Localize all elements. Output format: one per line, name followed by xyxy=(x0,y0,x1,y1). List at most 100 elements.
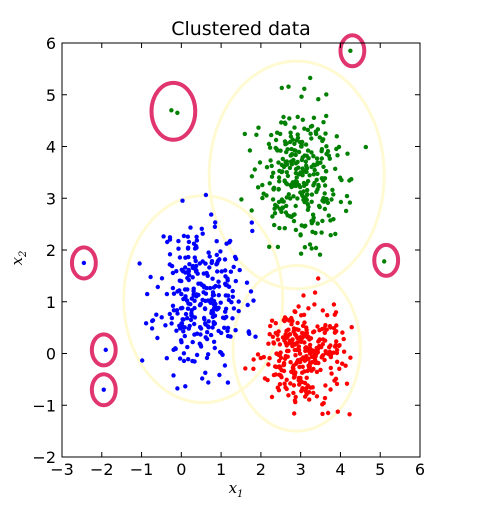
scatter-point-series-3 xyxy=(343,208,349,214)
y-tick-label: 2 xyxy=(46,241,56,260)
scatter-point-series-3 xyxy=(305,127,311,133)
scatter-point-series-3 xyxy=(301,168,307,174)
x-tick-label: 0 xyxy=(176,460,186,479)
scatter-point-series-2 xyxy=(310,348,315,353)
scatter-point-series-3 xyxy=(279,162,285,168)
outlier-highlight-circle xyxy=(338,33,367,69)
scatter-point-series-3 xyxy=(331,217,336,222)
scatter-point-series-2 xyxy=(294,361,299,366)
scatter-point-series-1 xyxy=(159,276,165,281)
scatter-point-series-2 xyxy=(262,376,268,381)
scatter-point-series-3 xyxy=(333,231,338,237)
scatter-point-series-2 xyxy=(274,351,280,356)
scatter-point-series-1 xyxy=(197,261,202,266)
scatter-point-series-3 xyxy=(315,221,320,226)
scatter-point-series-2 xyxy=(288,360,293,365)
scatter-point-series-1 xyxy=(185,275,190,281)
scatter-point-series-3 xyxy=(283,210,289,215)
scatter-point-series-3 xyxy=(267,145,273,150)
scatter-point-series-1 xyxy=(183,311,189,317)
scatter-point-series-2 xyxy=(302,369,307,374)
scatter-point-series-3 xyxy=(312,167,317,173)
scatter-point-series-1 xyxy=(169,315,175,321)
scatter-point-series-2 xyxy=(291,366,296,372)
scatter-point-series-2 xyxy=(251,366,256,371)
scatter-point-series-3 xyxy=(288,196,293,201)
scatter-point-series-3 xyxy=(267,181,272,186)
scatter-point-series-3 xyxy=(264,193,269,198)
scatter-point-series-1 xyxy=(185,344,190,350)
scatter-point-series-2 xyxy=(314,345,319,351)
scatter-point-series-1 xyxy=(201,285,207,290)
scatter-point-series-3 xyxy=(290,152,295,157)
scatter-point-series-1 xyxy=(185,234,190,239)
scatter-point-series-1 xyxy=(210,310,216,315)
scatter-point-series-1 xyxy=(177,255,183,260)
scatter-point-series-1 xyxy=(206,250,211,255)
scatter-point-series-2 xyxy=(349,325,354,330)
scatter-point-series-1 xyxy=(181,329,186,334)
scatter-point-series-3 xyxy=(307,173,312,178)
scatter-point-series-1 xyxy=(194,352,200,358)
scatter-point-series-2 xyxy=(284,377,289,382)
scatter-point-series-3 xyxy=(292,212,297,217)
scatter-point-series-3 xyxy=(324,144,329,149)
outlier-point xyxy=(81,260,87,266)
scatter-point-series-1 xyxy=(188,225,193,230)
scatter-point-series-2 xyxy=(278,350,283,355)
outlier-point xyxy=(175,110,180,116)
scatter-point-series-3 xyxy=(289,214,294,220)
scatter-point-series-3 xyxy=(275,130,280,135)
scatter-point-series-1 xyxy=(212,321,217,327)
scatter-point-series-2 xyxy=(328,343,333,348)
scatter-point-series-3 xyxy=(254,132,259,137)
scatter-point-series-3 xyxy=(296,165,301,170)
scatter-point-series-1 xyxy=(171,308,177,313)
scatter-point-series-2 xyxy=(303,389,309,394)
outlier-highlight-circle xyxy=(89,332,118,368)
scatter-point-series-2 xyxy=(331,350,336,355)
scatter-point-series-3 xyxy=(273,137,279,143)
scatter-point-series-1 xyxy=(249,220,254,225)
scatter-point-series-3 xyxy=(291,157,296,163)
scatter-point-series-2 xyxy=(302,380,308,386)
scatter-point-series-2 xyxy=(277,382,283,387)
scatter-point-series-3 xyxy=(303,142,309,147)
scatter-point-series-3 xyxy=(309,199,314,204)
scatter-point-series-1 xyxy=(244,280,250,285)
scatter-point-series-2 xyxy=(314,394,320,399)
scatter-point-series-1 xyxy=(207,254,212,259)
scatter-point-series-2 xyxy=(302,340,307,345)
scatter-point-series-3 xyxy=(300,193,305,199)
scatter-point-series-1 xyxy=(176,238,181,244)
scatter-point-series-2 xyxy=(292,372,297,377)
scatter-point-series-3 xyxy=(339,177,344,183)
scatter-point-series-2 xyxy=(306,306,311,311)
scatter-point-series-2 xyxy=(301,333,307,339)
scatter-point-series-1 xyxy=(196,292,201,298)
scatter-point-series-2 xyxy=(266,341,271,346)
cluster-circle-2 xyxy=(231,264,362,433)
scatter-point-series-2 xyxy=(284,328,289,334)
scatter-point-series-3 xyxy=(317,252,323,257)
scatter-point-series-1 xyxy=(185,287,190,292)
scatter-point-series-1 xyxy=(183,265,188,270)
scatter-point-series-2 xyxy=(297,382,302,387)
outlier-highlight-circle xyxy=(89,372,118,408)
scatter-point-series-2 xyxy=(282,318,287,324)
scatter-point-series-2 xyxy=(332,312,337,317)
scatter-point-series-2 xyxy=(310,385,315,390)
scatter-point-series-3 xyxy=(269,132,274,138)
scatter-point-series-1 xyxy=(171,373,176,378)
scatter-point-series-1 xyxy=(209,297,214,302)
scatter-point-series-1 xyxy=(186,326,191,331)
scatter-point-series-1 xyxy=(186,357,191,362)
scatter-point-series-2 xyxy=(340,330,345,335)
scatter-point-series-3 xyxy=(247,148,253,153)
scatter-point-series-3 xyxy=(319,156,324,161)
scatter-point-series-1 xyxy=(185,245,191,250)
scatter-point-series-3 xyxy=(249,174,255,179)
scatter-point-series-1 xyxy=(165,239,170,245)
scatter-point-series-1 xyxy=(203,192,209,198)
scatter-point-series-2 xyxy=(251,357,256,362)
